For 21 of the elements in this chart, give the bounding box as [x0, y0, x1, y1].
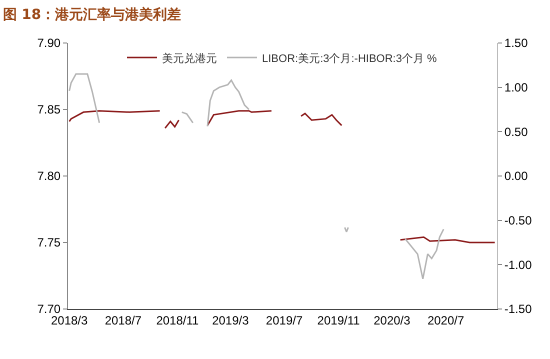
y-tick-label: 7.85 [37, 102, 61, 117]
y2-tick-label: 1.00 [504, 80, 528, 95]
y2-tick-label: 0.50 [504, 124, 528, 139]
x-tick-label: 2019/3 [212, 313, 250, 328]
y-tick-label: 7.75 [37, 236, 61, 250]
chart-title: 图 18：港元汇率与港美利差 [2, 6, 182, 23]
y2-tick-label: -1.50 [504, 302, 532, 316]
y2-tick-label: 1.50 [504, 36, 528, 50]
x-tick-label: 2020/3 [374, 313, 411, 328]
legend-label: LIBOR:美元:3个月:-HIBOR:3个月 % [262, 52, 438, 65]
y2-tick-label: -1.00 [504, 258, 532, 272]
x-tick-label: 2018/7 [104, 313, 142, 328]
x-tick-label: 2019/7 [266, 313, 303, 328]
y2-tick-label: -0.50 [504, 214, 532, 228]
x-tick-label: 2019/11 [317, 313, 360, 328]
y-tick-label: 7.90 [37, 36, 61, 50]
y-tick-label: 7.80 [37, 169, 61, 184]
x-tick-label: 2018/11 [156, 313, 200, 328]
y2-tick-label: 0.00 [504, 169, 528, 184]
x-tick-label: 2020/7 [427, 313, 464, 328]
legend-label: 美元兑港元 [162, 52, 217, 65]
